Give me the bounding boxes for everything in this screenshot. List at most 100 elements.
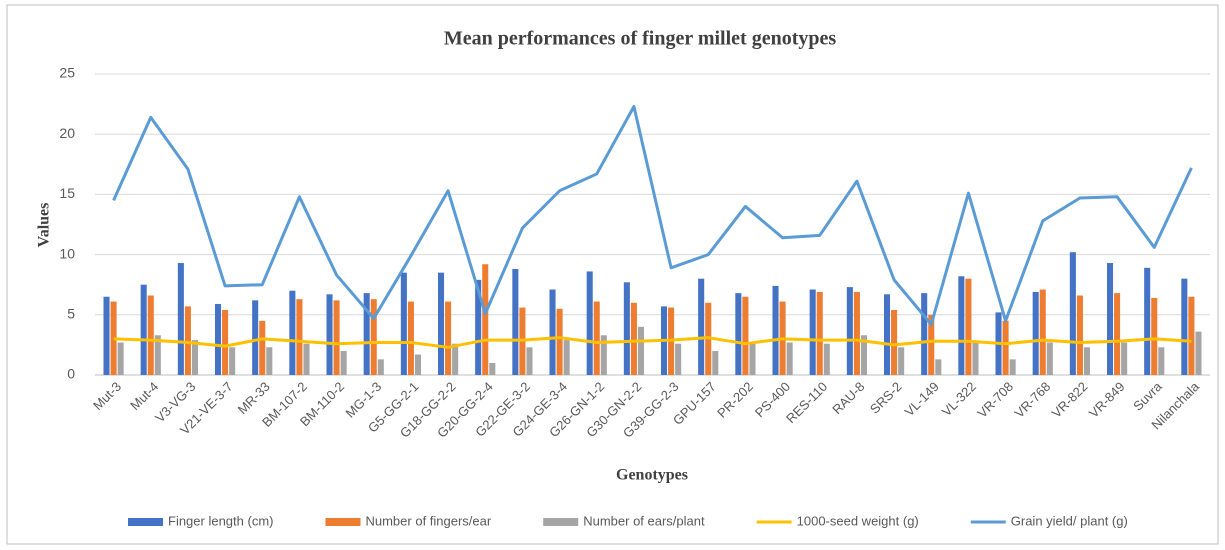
bar (184, 306, 191, 375)
bar (965, 278, 972, 375)
bar (786, 342, 793, 375)
bar (928, 314, 935, 375)
chart-title: Mean performances of finger millet genot… (444, 28, 837, 50)
y-tick-label: 10 (59, 245, 75, 261)
legend-label: Number of fingers/ear (365, 513, 491, 528)
bar (772, 285, 779, 375)
bar (1121, 342, 1128, 375)
legend-label: Grain yield/ plant (g) (1011, 513, 1128, 528)
bar (972, 342, 979, 375)
bar (147, 295, 154, 375)
bar (512, 269, 519, 375)
y-tick-label: 20 (59, 125, 75, 141)
line-series (113, 336, 1192, 349)
bar (326, 294, 333, 375)
bar (846, 287, 853, 375)
bar (816, 291, 823, 375)
bar (1009, 359, 1016, 375)
bar (1188, 296, 1195, 375)
bar (958, 276, 965, 375)
bar (853, 291, 860, 375)
bar (266, 347, 273, 375)
bar (630, 302, 637, 375)
bar (214, 303, 222, 375)
bar (898, 347, 905, 375)
bar (712, 350, 719, 375)
y-tick-label: 0 (67, 366, 75, 382)
legend-swatch (543, 518, 579, 526)
bar (1158, 347, 1165, 375)
bar (229, 347, 236, 375)
bar (370, 299, 377, 375)
y-tick-label: 5 (67, 306, 75, 322)
chart-border (6, 4, 1219, 545)
bar (400, 272, 407, 375)
bar (259, 320, 266, 375)
bar (475, 279, 482, 375)
bar (140, 284, 147, 375)
bar (735, 293, 742, 375)
bar (414, 354, 422, 375)
bar (1106, 263, 1114, 375)
bar (600, 335, 607, 375)
bar (809, 289, 816, 375)
bar (489, 362, 496, 375)
bar (1076, 295, 1083, 375)
bar (1002, 320, 1009, 375)
legend-label: 1000-seed weight (g) (797, 513, 919, 528)
bar (675, 343, 682, 375)
bar (445, 301, 452, 375)
bar (549, 289, 556, 375)
bar (1151, 297, 1158, 375)
bar (593, 301, 600, 375)
bar (1032, 291, 1039, 375)
bar (407, 301, 414, 375)
bar (303, 343, 310, 375)
y-axis-label: Values (36, 203, 53, 248)
bar (749, 343, 756, 375)
bar (935, 359, 942, 375)
bar (482, 264, 489, 375)
bar (891, 309, 898, 375)
bar (289, 290, 296, 375)
bar (526, 347, 533, 375)
bar (103, 296, 110, 375)
bar (563, 340, 570, 375)
bar (1181, 278, 1188, 375)
bar (377, 359, 384, 375)
bar (340, 350, 347, 375)
bar (154, 335, 161, 375)
legend-label: Finger length (cm) (168, 513, 273, 528)
y-tick-label: 15 (59, 185, 75, 201)
bar (252, 300, 259, 375)
bar (177, 263, 184, 375)
y-tick-label: 25 (59, 65, 75, 81)
bar (452, 343, 459, 375)
bar (222, 309, 229, 375)
bar (1195, 331, 1202, 375)
x-axis-label: Genotypes (616, 467, 688, 484)
bar (883, 294, 891, 375)
bar (333, 300, 340, 375)
legend-label: Number of ears/plant (583, 513, 705, 528)
bar (1039, 289, 1046, 375)
bar (1046, 342, 1053, 375)
bar (1083, 347, 1091, 375)
bar (698, 278, 705, 375)
bar (110, 301, 117, 375)
bar (556, 308, 563, 375)
bar (363, 293, 370, 375)
bar (586, 271, 593, 375)
bar (637, 326, 645, 375)
bar (623, 282, 630, 375)
bar (191, 340, 199, 375)
bar (296, 299, 303, 375)
bar (1069, 252, 1076, 375)
bar (117, 342, 124, 375)
bar (1114, 293, 1121, 375)
legend-swatch (325, 518, 361, 526)
bar (1144, 267, 1151, 375)
bar (921, 293, 928, 375)
line-series (112, 105, 1193, 326)
